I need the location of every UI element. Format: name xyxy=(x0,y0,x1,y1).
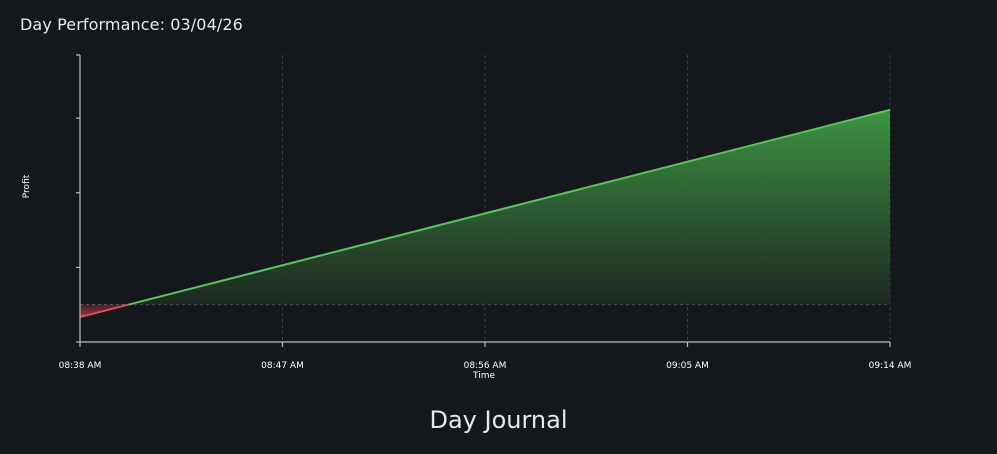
positive-area xyxy=(128,109,891,305)
x-axis-label: Time xyxy=(472,371,495,381)
y-axis-label: Profit xyxy=(22,174,32,198)
x-tick-label: 09:14 AM xyxy=(869,361,912,371)
journal-title: Day Journal xyxy=(429,406,568,434)
x-tick-label: 09:05 AM xyxy=(666,361,709,371)
x-tick-label: 08:47 AM xyxy=(261,361,304,371)
performance-chart: 08:38 AM 08:47 AM 08:56 AM 09:05 AM 09:14 AM… xyxy=(22,54,911,381)
tick-labels: 08:38 AM 08:47 AM 08:56 AM 09:05 AM 09:14 AM… xyxy=(22,174,911,381)
axes xyxy=(76,54,891,347)
negative-line xyxy=(79,303,130,319)
area-layer xyxy=(79,108,891,319)
positive-line xyxy=(128,108,891,306)
chart-title: Day Performance: 03/04/26 xyxy=(20,15,243,34)
x-tick-label: 08:56 AM xyxy=(464,361,507,371)
x-tick-label: 08:38 AM xyxy=(59,361,102,371)
